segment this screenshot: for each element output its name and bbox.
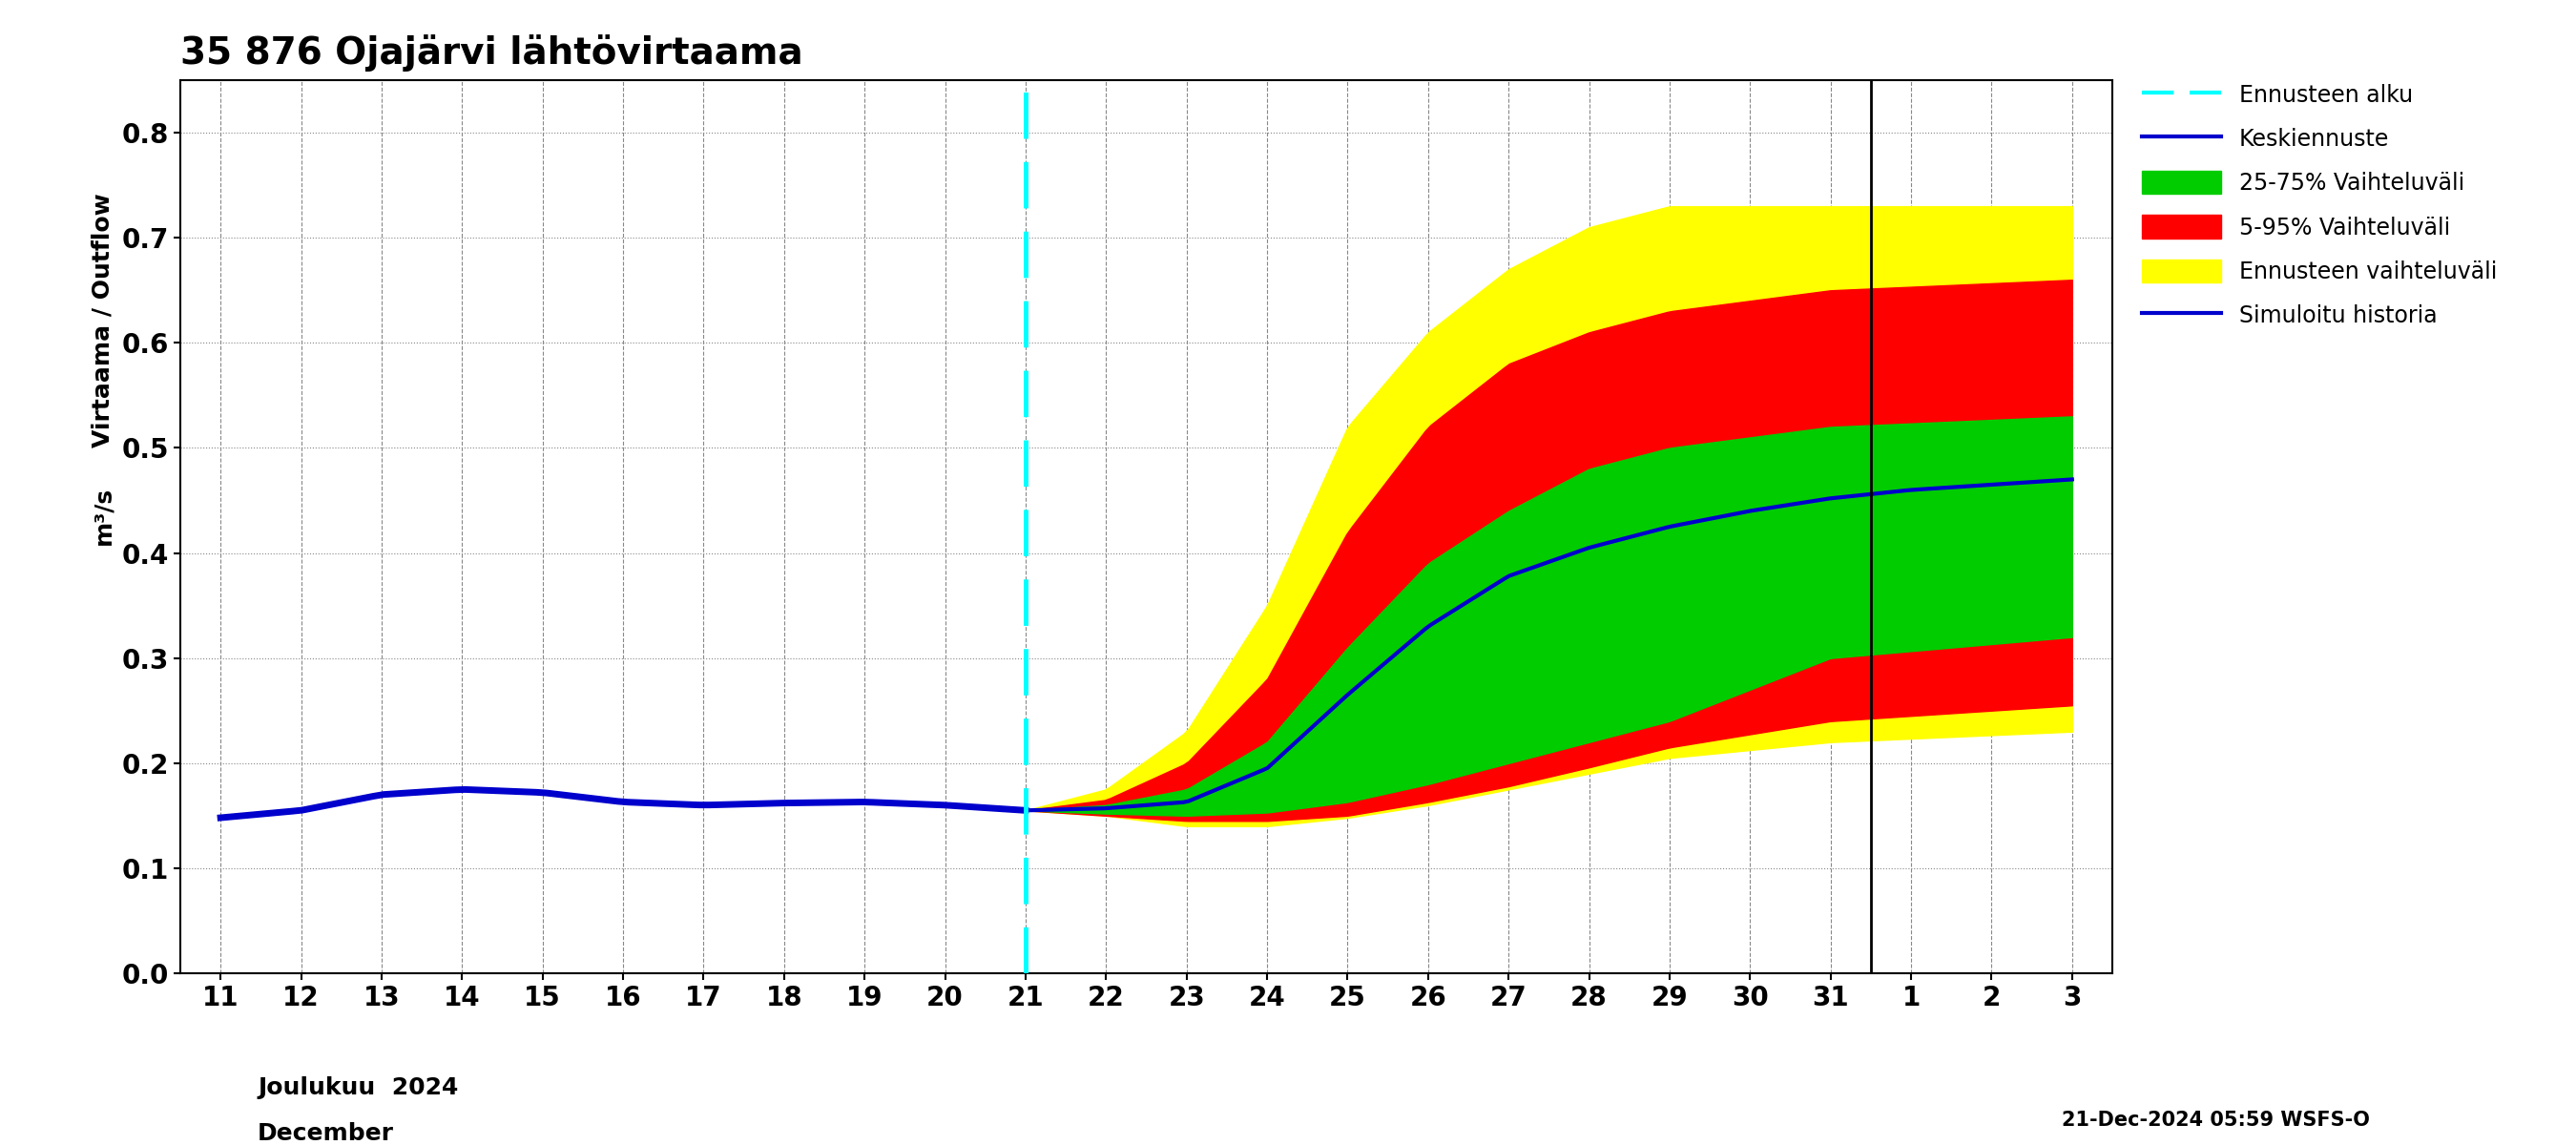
Text: Joulukuu  2024: Joulukuu 2024 (258, 1076, 459, 1099)
Text: 35 876 Ojajärvi lähtövirtaama: 35 876 Ojajärvi lähtövirtaama (180, 34, 804, 72)
Legend: Ennusteen alku, Keskiennuste, 25-75% Vaihteluväli, 5-95% Vaihteluväli, Ennusteen: Ennusteen alku, Keskiennuste, 25-75% Vai… (2133, 73, 2506, 337)
Text: Virtaama / Outflow: Virtaama / Outflow (93, 194, 113, 448)
Text: December: December (258, 1122, 394, 1145)
Text: 21-Dec-2024 05:59 WSFS-O: 21-Dec-2024 05:59 WSFS-O (2061, 1111, 2370, 1130)
Text: m³/s: m³/s (93, 487, 113, 544)
